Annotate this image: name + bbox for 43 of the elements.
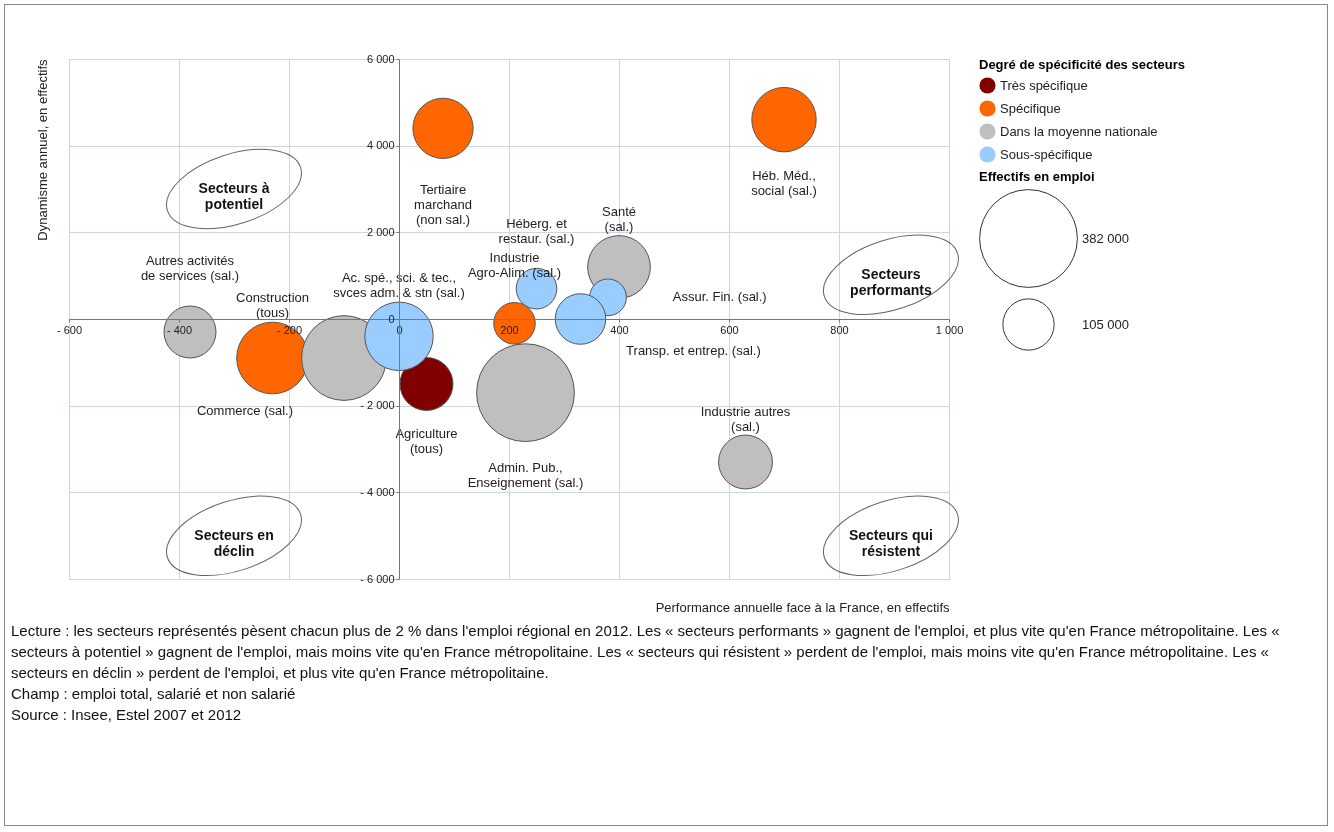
x-tick-label: 400	[610, 323, 629, 336]
legend-title: Degré de spécificité des secteurs	[979, 57, 1185, 72]
x-tick-label: 600	[720, 323, 739, 336]
annotation: Industrie Agro-Alim. (sal.)	[467, 249, 562, 280]
annotation: Santé (sal.)	[602, 203, 636, 234]
y-tick-label: 6 000	[366, 52, 395, 65]
legend-label: Très spécifique	[1000, 77, 1088, 93]
annotation: Secteurs qui résistent	[848, 526, 933, 559]
y-tick-label: 2 000	[366, 225, 395, 238]
x-tick-label: - 600	[56, 323, 83, 336]
annotation: Héb. Méd., social (sal.)	[751, 168, 817, 199]
annotation: Secteurs performants	[850, 265, 932, 298]
x-tick-label: 800	[830, 323, 849, 336]
y-tick-label: - 4 000	[360, 485, 395, 498]
annotation: Secteurs à potentiel	[198, 180, 270, 212]
y-axis-title: Dynamisme annuel, en effectifs	[34, 59, 50, 241]
annotation: Industrie autres (sal.)	[700, 403, 791, 434]
source-note: Source : Insee, Estel 2007 et 2012	[11, 705, 243, 725]
legend-label: Dans la moyenne nationale	[1000, 123, 1158, 139]
x-axis-title: Performance annuelle face à la France, en effectifs	[655, 599, 950, 615]
x-tick-label: - 400	[166, 323, 193, 336]
y-tick-label: - 6 000	[360, 572, 395, 585]
annotation: Héberg. et restaur. (sal.)	[498, 215, 575, 246]
annotation: Tertiaire marchand (non sal.)	[414, 181, 472, 227]
annotation: Secteurs en déclin	[194, 526, 274, 559]
text: Lecture : les secteurs représentés pèsent chacun plus de 2 % dans l'emploi régional en 2012. Les « secteurs performants » gagnent de l'emploi, et plus vite qu'en France métropolitaine. Les « secteurs à potentiel » gagnent de l'emploi, mais moins vite qu'en France métropolitaine. Les « secteurs qui résistent » perdent de l'emploi, mais moins vite qu'en France métropolitaine. Les « secteurs en déclin » perdent de l'emploi, et plus vite qu'en France métropolitaine.	[11, 621, 1281, 683]
annotation: Assur. Fin. (sal.)	[672, 289, 767, 305]
y-tick-label: 0	[388, 312, 395, 325]
annotation: Commerce (sal.)	[196, 403, 294, 419]
annotation: Transp. et entrep. (sal.)	[626, 342, 761, 358]
annotation: Admin. Pub., Enseignement (sal.)	[467, 459, 584, 490]
legend-label: Sous-spécifique	[1000, 146, 1093, 162]
y-tick-label: - 2 000	[360, 399, 395, 412]
x-tick-label: 1 000	[935, 323, 964, 336]
legend-label: 105 000	[1082, 316, 1129, 332]
annotation: Autres activités de services (sal.)	[140, 252, 240, 283]
x-tick-label: 200	[500, 323, 519, 336]
text: Champ : emploi total, salarié et non salarié	[11, 684, 297, 704]
legend-label: Spécifique	[1000, 100, 1061, 116]
annotation: Construction (tous)	[236, 289, 309, 320]
legend-label: 382 000	[1082, 230, 1129, 246]
y-tick-label: 4 000	[366, 139, 395, 152]
text: Effectifs en emploi	[979, 169, 1095, 184]
